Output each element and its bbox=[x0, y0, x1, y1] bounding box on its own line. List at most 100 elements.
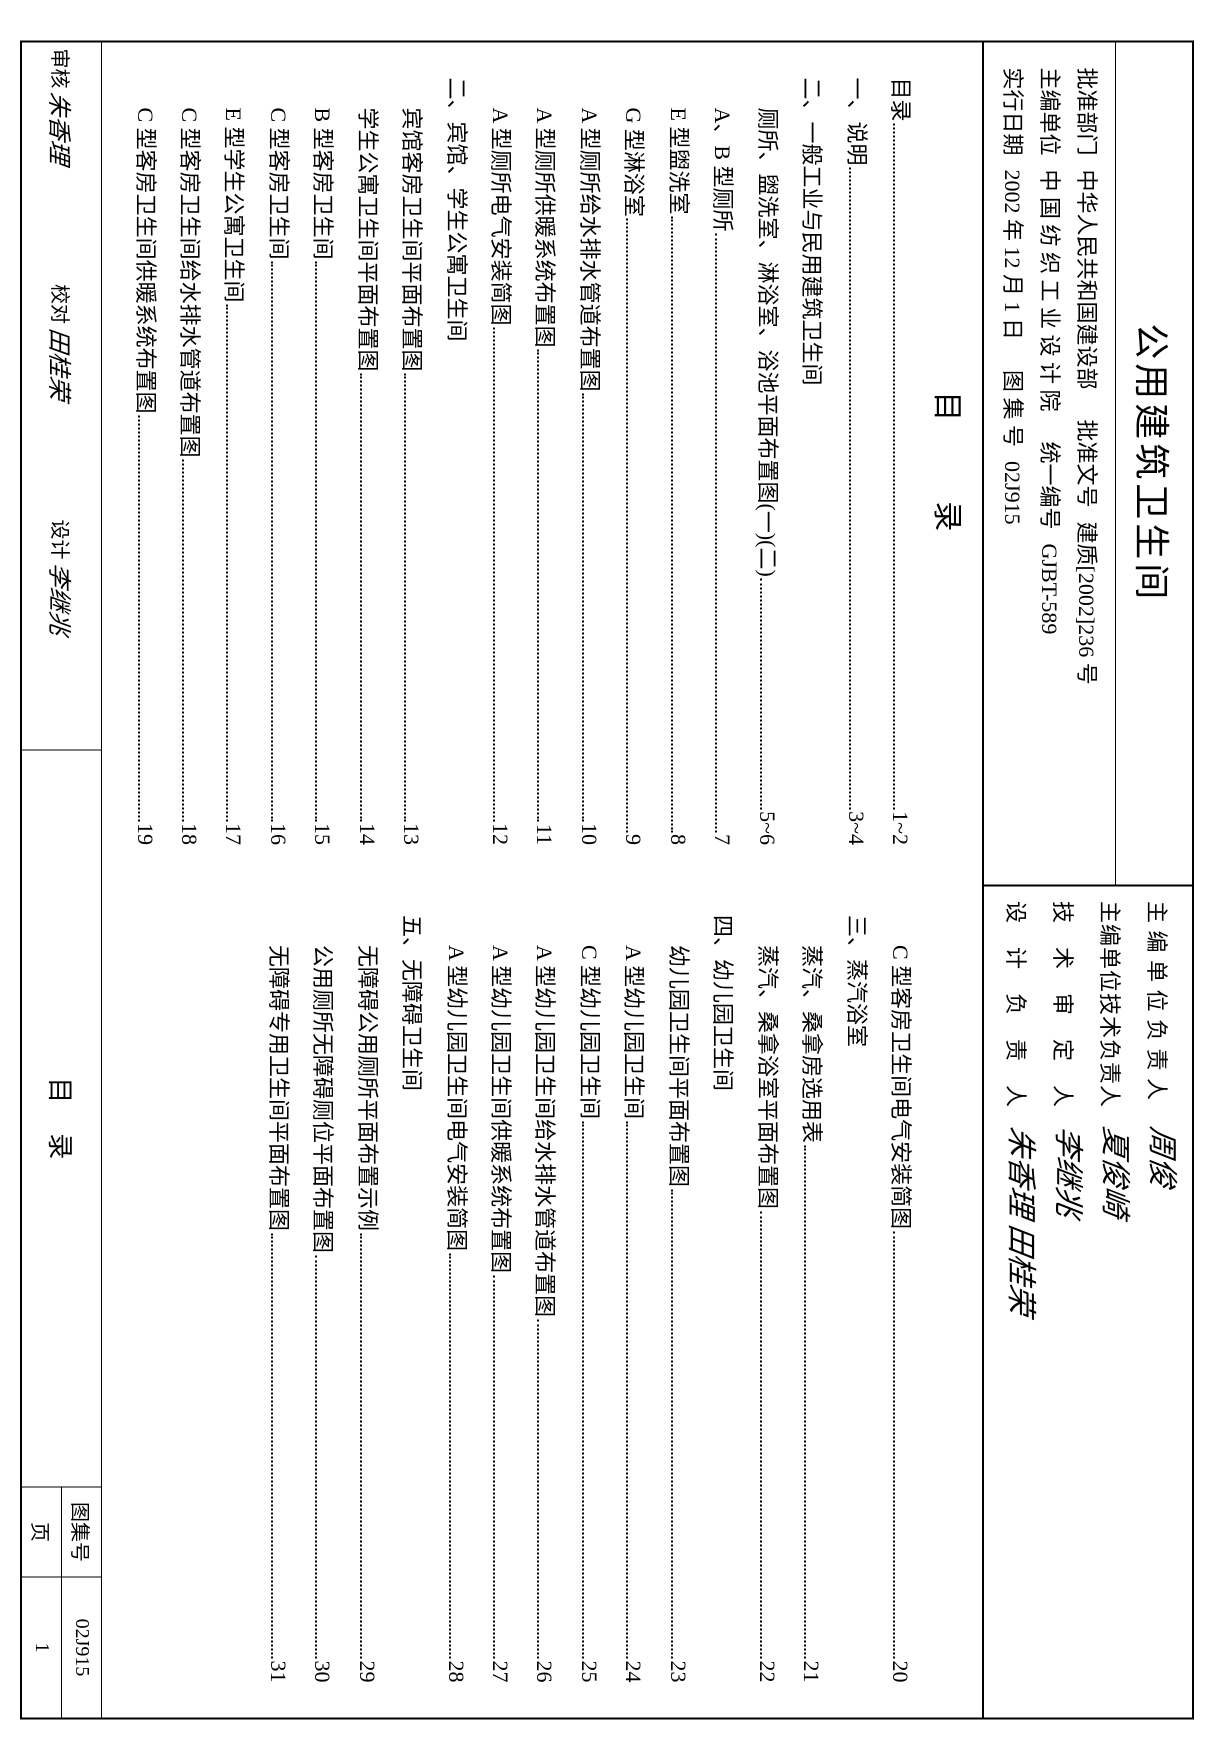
toc-dots bbox=[182, 459, 184, 820]
toc-line: 蒸汽、桑拿浴室平面布置图22 bbox=[744, 915, 788, 1683]
toc-label: A 型厕所供暖系统布置图 bbox=[522, 77, 566, 347]
toc-label: A 型厕所电气安装简图 bbox=[478, 77, 522, 325]
sig-row-2: 主编单位技术负责人 夏俊崎 bbox=[1093, 901, 1131, 1702]
toc-dots bbox=[226, 304, 228, 821]
toc-line: 无障碍专用卫生间平面布置图31 bbox=[255, 915, 299, 1683]
toc-label: C 型客房卫生间电气安装简图 bbox=[878, 915, 922, 1229]
toc-line: C 型客房卫生间16 bbox=[255, 77, 299, 845]
toc-page: 22 bbox=[744, 1660, 788, 1682]
toc-label: A 型幼儿园卫生间供暖系统布置图 bbox=[478, 915, 522, 1273]
toc-dots bbox=[538, 349, 540, 821]
toc-label: 五、无障碍卫生间 bbox=[389, 915, 433, 1091]
toc-line: 幼儿园卫生间平面布置图23 bbox=[655, 915, 699, 1683]
toc-line: 二、一般工业与民用建筑卫生间 bbox=[789, 77, 833, 845]
toc-line: E 型盥洗室8 bbox=[655, 77, 699, 845]
toc-label: 公用厕所无障碍厕位平面布置图 bbox=[300, 915, 344, 1253]
unified-no-value: GJBT-589 bbox=[1033, 543, 1066, 634]
toc-page: 3~4 bbox=[833, 811, 877, 845]
toc-label: 二、宾馆、学生公寓卫生间 bbox=[433, 77, 477, 341]
toc-line: A 型幼儿园卫生间供暖系统布置图27 bbox=[478, 915, 522, 1683]
header-right: 主 编 单 位 负 责 人 周俊 主编单位技术负责人 夏俊崎 技 术 审 定 人… bbox=[984, 886, 1192, 1717]
approve-cell-3: 设计 李继兆 bbox=[22, 513, 101, 749]
toc-line: C 型幼儿园卫生间25 bbox=[567, 915, 611, 1683]
footer-atlas-label: 图集号 bbox=[62, 1487, 101, 1577]
footer-atlas-row: 图集号 02J915 bbox=[61, 1487, 101, 1717]
toc-page: 8 bbox=[655, 834, 699, 845]
approve-dept-value: 中华人民共和国建设部 bbox=[1070, 169, 1103, 389]
toc-line: 厕所、盥洗室、淋浴室、浴池平面布置图(一)(二)5~6 bbox=[744, 77, 788, 845]
toc-line: E 型学生公寓卫生间17 bbox=[211, 77, 255, 845]
toc-dots bbox=[671, 1189, 673, 1658]
approve-cell-2: 校对 田桂荣 bbox=[22, 278, 101, 514]
toc-line: B 型客房卫生间15 bbox=[300, 77, 344, 845]
toc-label: 宾馆客房卫生间平面布置图 bbox=[389, 77, 433, 371]
info-block: 批准部门 中华人民共和国建设部 批准文号 建质[2002]236 号 主编单位 … bbox=[984, 42, 1115, 884]
signature-2: 夏俊崎 bbox=[1094, 1123, 1130, 1705]
toc-dots bbox=[893, 123, 895, 809]
toc-page: 13 bbox=[389, 823, 433, 845]
header-left: 公用建筑卫生间 批准部门 中华人民共和国建设部 批准文号 建质[2002]236… bbox=[984, 42, 1192, 886]
toc-page: 20 bbox=[878, 1660, 922, 1682]
toc-list-left: 目录1~2一、说明3~4二、一般工业与民用建筑卫生间厕所、盥洗室、淋浴室、浴池平… bbox=[107, 77, 922, 845]
header-row: 公用建筑卫生间 批准部门 中华人民共和国建设部 批准文号 建质[2002]236… bbox=[982, 42, 1192, 1717]
toc-dots bbox=[760, 1211, 762, 1658]
toc-dots bbox=[760, 578, 762, 808]
document-frame: 公用建筑卫生间 批准部门 中华人民共和国建设部 批准文号 建质[2002]236… bbox=[20, 40, 1194, 1719]
toc-line: 五、无障碍卫生间 bbox=[389, 915, 433, 1683]
toc-page: 19 bbox=[122, 823, 166, 845]
toc-page: 24 bbox=[611, 1660, 655, 1682]
toc-label: A 型幼儿园卫生间 bbox=[611, 915, 655, 1119]
footer-page-row: 页 1 bbox=[22, 1487, 61, 1717]
body-area: 目录 目录1~2一、说明3~4二、一般工业与民用建筑卫生间厕所、盥洗室、淋浴室、… bbox=[102, 42, 982, 1717]
effective-date-label: 实行日期 bbox=[996, 67, 1029, 155]
design-sig: 李继兆 bbox=[44, 561, 79, 637]
toc-dots bbox=[582, 393, 584, 820]
toc-line: C 型客房卫生间供暖系统布置图 19 bbox=[122, 77, 166, 845]
toc-page: 30 bbox=[300, 1660, 344, 1682]
toc-column-left: 目录 目录1~2一、说明3~4二、一般工业与民用建筑卫生间厕所、盥洗室、淋浴室、… bbox=[107, 67, 972, 880]
page-root: 公用建筑卫生间 批准部门 中华人民共和国建设部 批准文号 建质[2002]236… bbox=[20, 20, 1194, 1739]
toc-page: 5~6 bbox=[744, 811, 788, 845]
approve-cell-1: 审核 朱香理 bbox=[22, 42, 101, 278]
approve-label: 审核 bbox=[47, 48, 76, 88]
toc-page: 25 bbox=[567, 1660, 611, 1682]
sig-label-1: 主 编 单 位 负 责 人 bbox=[1143, 901, 1175, 1126]
toc-line: 学生公寓卫生间平面布置图14 bbox=[344, 77, 388, 845]
toc-line: C 型客房卫生间给水排水管道布置图18 bbox=[167, 77, 211, 845]
toc-page: 26 bbox=[522, 1660, 566, 1682]
approve-no-value: 建质[2002]236 号 bbox=[1070, 521, 1103, 684]
toc-dots bbox=[849, 167, 851, 809]
toc-page: 23 bbox=[655, 1660, 699, 1682]
toc-line: A 型厕所给水排水管道布置图10 bbox=[567, 77, 611, 845]
toc-dots bbox=[671, 216, 673, 832]
toc-label: 无障碍专用卫生间平面布置图 bbox=[255, 915, 299, 1231]
approve-dept-label: 批准部门 bbox=[1070, 67, 1103, 155]
footer-row: 审核 朱香理 校对 田桂荣 设计 李继兆 目录 图集号 02J915 bbox=[22, 42, 102, 1717]
toc-label: C 型客房卫生间供暖系统布置图 bbox=[122, 77, 166, 413]
toc-line: 三、蒸汽浴室 bbox=[833, 915, 877, 1683]
editor-unit-value: 中 国 纺 织 工 业 设 计 院 bbox=[1033, 169, 1066, 411]
toc-dots bbox=[582, 1121, 584, 1658]
toc-page: 21 bbox=[789, 1660, 833, 1682]
toc-line: A 型幼儿园卫生间 24 bbox=[611, 915, 655, 1683]
footer-page-label: 页 bbox=[22, 1487, 61, 1577]
toc-label: C 型客房卫生间 bbox=[255, 77, 299, 259]
atlas-no-value: 02J915 bbox=[996, 461, 1029, 525]
toc-line: 二、宾馆、学生公寓卫生间 bbox=[433, 77, 477, 845]
toc-label: 一、说明 bbox=[833, 77, 877, 165]
signature-1: 周俊 bbox=[1141, 1123, 1177, 1705]
toc-column-right: C 型客房卫生间电气安装简图 20三、蒸汽浴室蒸汽、桑拿房选用表21蒸汽、桑拿浴室… bbox=[107, 880, 972, 1693]
info-line-3: 实行日期 2002 年 12 月 1 日 图 集 号 02J915 bbox=[996, 67, 1029, 859]
toc-label: E 型学生公寓卫生间 bbox=[211, 77, 255, 302]
sig-label-4: 设 计 负 责 人 bbox=[1002, 901, 1034, 1126]
toc-dots bbox=[715, 233, 717, 831]
toc-dots bbox=[360, 373, 362, 820]
check-label: 校对 bbox=[47, 284, 76, 324]
toc-page: 11 bbox=[522, 823, 566, 844]
toc-page: 1~2 bbox=[878, 811, 922, 845]
sig-label-3: 技 术 审 定 人 bbox=[1049, 901, 1081, 1126]
toc-page: 10 bbox=[567, 823, 611, 845]
toc-label: 学生公寓卫生间平面布置图 bbox=[344, 77, 388, 371]
toc-page: 12 bbox=[478, 823, 522, 845]
toc-line: 蒸汽、桑拿房选用表21 bbox=[789, 915, 833, 1683]
